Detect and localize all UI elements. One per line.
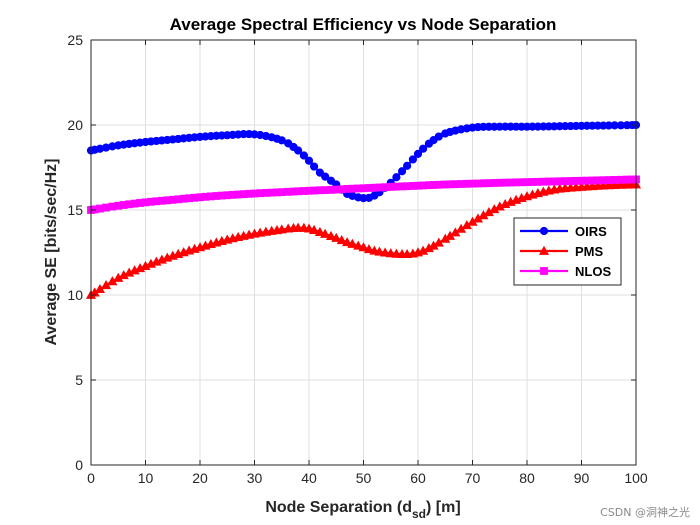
data-point-pms <box>609 179 620 189</box>
y-tick-label: 15 <box>67 202 83 218</box>
y-tick-label: 25 <box>67 32 83 48</box>
data-point-oirs <box>397 167 407 176</box>
data-point-nlos <box>610 176 619 184</box>
ticks: 0 10 20 30 40 50 60 70 80 90 100 0 5 10 15 20 25 <box>67 32 647 486</box>
data-point-pms <box>353 240 364 250</box>
data-point-oirs <box>277 136 286 145</box>
x-tick-label: 70 <box>465 470 481 486</box>
data-point-pms <box>303 223 315 233</box>
legend-label-pms: PMS <box>575 244 604 259</box>
x-tick-label: 50 <box>356 470 372 486</box>
data-point-pms <box>276 224 287 234</box>
data-point-pms <box>325 230 337 240</box>
legend-marker-nlos <box>540 267 548 275</box>
data-point-pms <box>293 222 304 232</box>
data-point-pms <box>342 237 353 247</box>
x-tick-label: 60 <box>410 470 426 486</box>
data-point-oirs <box>408 155 417 164</box>
data-point-oirs <box>321 172 330 181</box>
data-point-oirs <box>413 149 423 158</box>
data-point-nlos <box>102 203 110 212</box>
series-nlos <box>87 175 640 214</box>
data-point-oirs <box>299 151 308 160</box>
x-tick-label: 40 <box>301 470 317 486</box>
x-axis-label-main: Node Separation (d <box>265 499 412 516</box>
data-point-pms <box>314 226 325 236</box>
y-tick-label: 10 <box>67 287 83 303</box>
legend-marker-oirs <box>539 226 549 236</box>
data-point-pms <box>615 179 627 189</box>
data-point-oirs <box>315 168 324 177</box>
data-point-oirs <box>392 173 401 182</box>
y-axis-label: Average SE [bits/sec/Hz] <box>43 158 60 345</box>
legend-label-nlos: NLOS <box>575 264 611 279</box>
data-point-nlos <box>434 180 443 189</box>
data-point-oirs <box>294 146 303 155</box>
x-tick-label: 10 <box>138 470 154 486</box>
legend-label-oirs: OIRS <box>575 224 607 239</box>
chart-title: Average Spectral Efficiency vs Node Sepa… <box>170 15 557 34</box>
y-tick-label: 20 <box>67 117 83 133</box>
data-point-pms <box>347 238 358 248</box>
data-point-pms <box>391 248 402 258</box>
legend: OIRS PMS NLOS <box>513 217 622 286</box>
series-group <box>85 120 642 299</box>
x-tick-label: 80 <box>519 470 535 486</box>
x-axis-label-subscript: sd <box>412 507 426 521</box>
data-point-oirs <box>434 132 443 141</box>
y-tick-label: 5 <box>75 372 83 388</box>
series-pms <box>85 179 642 299</box>
data-point-oirs <box>304 156 314 165</box>
data-point-pms <box>320 228 331 238</box>
data-point-pms <box>374 246 385 256</box>
data-point-oirs <box>310 162 319 171</box>
x-axis-label: Node Separation (dsd) [m] <box>265 499 460 521</box>
data-point-oirs <box>403 161 412 170</box>
series-oirs <box>86 120 641 203</box>
data-point-pms <box>336 234 347 245</box>
x-axis-label-suffix: ) [m] <box>426 499 461 516</box>
legend-marker-pms <box>538 245 550 255</box>
x-tick-label: 30 <box>247 470 263 486</box>
y-tick-label: 0 <box>75 457 83 473</box>
data-point-pms <box>358 242 369 252</box>
watermark: CSDN @洞神之光 <box>600 505 690 519</box>
data-point-pms <box>385 248 396 258</box>
data-point-oirs <box>419 144 428 153</box>
x-tick-label: 90 <box>574 470 590 486</box>
data-point-pms <box>363 244 374 254</box>
data-point-nlos <box>277 188 286 197</box>
x-tick-label: 0 <box>87 470 95 486</box>
x-tick-label: 20 <box>192 470 208 486</box>
data-point-pms <box>380 247 391 257</box>
data-point-pms <box>309 224 320 234</box>
data-point-pms <box>331 232 342 242</box>
x-tick-label: 100 <box>624 470 648 486</box>
